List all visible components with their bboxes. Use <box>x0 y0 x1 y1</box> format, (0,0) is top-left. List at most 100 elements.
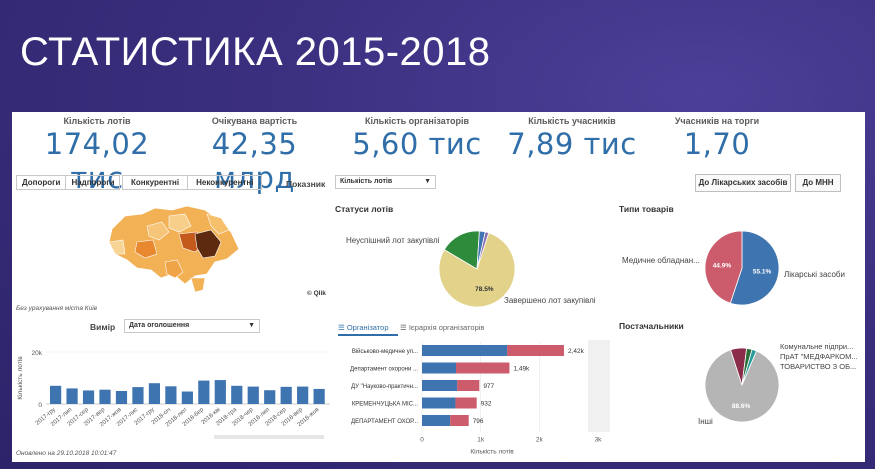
map-credit: © Qlik <box>307 290 326 297</box>
bar-total-label: 2,42k <box>568 348 585 355</box>
supplier-label-1: Комунальне підпри... <box>780 342 854 351</box>
category-label: ДЕПАРТАМЕНТ ОХОР... <box>351 419 418 425</box>
bar-segment <box>422 380 458 391</box>
dimension-select-value: Дата оголошення <box>129 322 190 329</box>
dashboard: Кількість лотів 174,02 тис Очікувана вар… <box>12 112 865 462</box>
goods-label-med: Медичне обладнан... <box>622 256 700 265</box>
chevron-down-icon: ▼ <box>424 178 431 185</box>
inn-button[interactable]: До МНН <box>795 174 841 192</box>
bar <box>50 385 62 404</box>
bar-segment <box>507 345 564 356</box>
bar-total-label: 1,49k <box>513 366 530 373</box>
pie-slice <box>476 231 490 270</box>
category-label: ДУ "Науково-практичн... <box>351 384 418 390</box>
dimension-label: Вимір <box>90 322 116 332</box>
tab-organizer[interactable]: ☰ Організатор <box>338 323 389 332</box>
suppliers-pie[interactable]: 88.6% <box>702 345 782 425</box>
kpi-organizers: Кількість організаторів 5,60 тис <box>337 116 497 161</box>
kpi-value: 1,70 <box>683 127 751 161</box>
pie-slice <box>438 232 516 308</box>
kpi-value: 174,02 тис <box>44 127 150 195</box>
bar <box>297 386 309 404</box>
bar-segment <box>457 380 480 391</box>
bar <box>99 389 111 404</box>
bar <box>198 380 210 404</box>
supplier-label-other: Інші <box>698 417 713 426</box>
bar-segment <box>455 397 477 409</box>
tab-hierarchy-label: Ієрархія організаторів <box>408 323 485 332</box>
bar-total-label: 977 <box>483 383 494 390</box>
kpi-participants-per-tender: Учасників на торги 1,70 <box>652 116 782 161</box>
kpi-lots: Кількість лотів 174,02 тис <box>22 116 172 195</box>
filter-below-threshold[interactable]: Допороги <box>17 176 67 189</box>
bar <box>181 391 193 404</box>
bar-total-label: 796 <box>473 418 484 425</box>
y-tick-label: 0 <box>38 402 42 409</box>
kpi-label: Кількість лотів <box>63 116 131 126</box>
bar-segment <box>450 415 469 426</box>
status-label-fail: Неуспішний лот закупівлі <box>346 236 440 245</box>
bar-segment <box>456 362 510 374</box>
map-region <box>164 259 184 279</box>
goods-chart-title: Типи товарів <box>619 204 674 214</box>
competition-filter: Конкурентні Неконкурентні <box>122 175 263 190</box>
bar <box>264 390 276 404</box>
list-icon: ☰ <box>338 323 347 332</box>
filter-competitive[interactable]: Конкурентні <box>123 176 189 189</box>
pie-data-label: 88.6% <box>732 403 751 410</box>
filter-above-threshold[interactable]: Надпороги <box>71 178 115 187</box>
slide-title: СТАТИСТИКА 2015-2018 <box>20 30 491 74</box>
goods-pie[interactable]: 55.1% 44.9% <box>702 228 782 308</box>
bar <box>214 380 226 404</box>
y-axis-label: Кількість лотів <box>16 356 24 400</box>
bar <box>132 387 144 404</box>
bar <box>82 390 95 404</box>
map-base <box>108 205 240 285</box>
bar-segment <box>422 415 451 426</box>
category-label: Військово-медичне уп... <box>352 348 419 355</box>
kpi-value: 7,89 тис <box>507 127 637 161</box>
drugs-button[interactable]: До Лікарських засобів <box>695 174 791 192</box>
indicator-select[interactable]: Кількість лотів ▼ <box>335 175 436 189</box>
map-region <box>206 213 230 235</box>
status-pie[interactable]: 78.5% <box>432 224 522 314</box>
organizers-chart[interactable]: 0 1k 2k 3k Кількість лотів Військово-медичне … <box>334 338 604 456</box>
bar <box>66 388 78 404</box>
map-region <box>168 213 192 233</box>
status-label-done: Завершено лот закупівлі <box>504 296 596 305</box>
pie-slice <box>729 230 780 306</box>
chart-scrollbar[interactable] <box>214 435 324 439</box>
status-chart-title: Статуси лотів <box>335 204 394 214</box>
map-region <box>134 239 158 259</box>
category-label: Департамент охорони ... <box>350 367 418 373</box>
pie-slice <box>741 348 758 386</box>
supplier-label-3: ТОВАРИСТВО З ОБ... <box>780 362 857 371</box>
ukraine-map[interactable] <box>107 204 247 299</box>
bar <box>148 383 161 404</box>
bar <box>165 386 177 404</box>
x-tick-label: 3k <box>595 437 603 444</box>
list-icon: ☰ <box>400 323 409 332</box>
bar <box>313 388 325 404</box>
map-region <box>108 239 126 255</box>
supplier-label-2: ПрАТ "МЕДФАРКОМ... <box>780 352 858 361</box>
indicator-select-value: Кількість лотів <box>340 178 393 185</box>
active-tab-underline <box>338 334 398 336</box>
dimension-select[interactable]: Дата оголошення ▼ <box>124 319 260 333</box>
x-tick-label: 0 <box>420 437 424 444</box>
map-region <box>146 221 170 241</box>
organizers-scrollbar[interactable] <box>588 340 610 432</box>
filter-noncompetitive[interactable]: Неконкурентні <box>196 178 254 187</box>
bar <box>115 391 128 404</box>
category-label: КРЕМЕНЧУЦЬКА МІС... <box>352 402 419 408</box>
map-region-dark <box>194 229 222 259</box>
suppliers-chart-title: Постачальники <box>619 321 684 331</box>
bar-total-label: 932 <box>481 401 492 408</box>
kpi-label: Кількість організаторів <box>364 116 470 126</box>
x-tick-label: 2k <box>536 437 544 444</box>
kpi-label: Учасників на торги <box>674 116 760 126</box>
pie-slice <box>704 349 780 423</box>
pie-data-label: 78.5% <box>475 286 494 293</box>
tab-organizer-hierarchy[interactable]: ☰ Ієрархія організаторів <box>400 323 484 332</box>
